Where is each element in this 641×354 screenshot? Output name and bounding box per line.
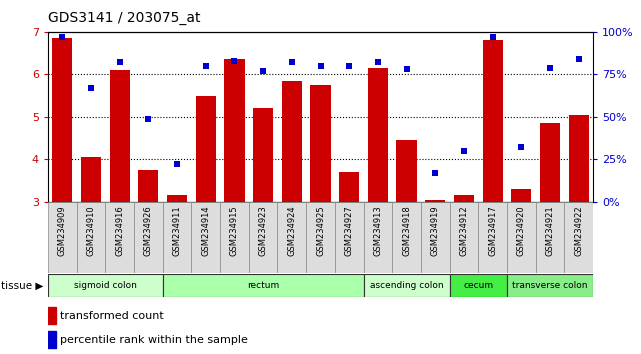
Bar bbox=[564, 202, 593, 273]
Bar bbox=[363, 274, 449, 297]
Bar bbox=[512, 189, 531, 202]
Text: GSM234927: GSM234927 bbox=[345, 205, 354, 256]
Bar bbox=[421, 202, 449, 273]
Point bbox=[545, 65, 555, 70]
Bar bbox=[507, 274, 593, 297]
Point bbox=[201, 63, 211, 69]
Point bbox=[574, 56, 584, 62]
Bar bbox=[196, 96, 216, 202]
Bar bbox=[224, 59, 244, 202]
Text: GSM234910: GSM234910 bbox=[87, 205, 96, 256]
Point bbox=[172, 161, 182, 167]
Bar bbox=[48, 331, 56, 348]
Text: GSM234912: GSM234912 bbox=[460, 205, 469, 256]
Bar bbox=[110, 70, 129, 202]
Bar bbox=[425, 200, 445, 202]
Bar bbox=[192, 202, 220, 273]
Text: transformed count: transformed count bbox=[60, 311, 163, 321]
Text: GSM234923: GSM234923 bbox=[259, 205, 268, 256]
Text: GSM234926: GSM234926 bbox=[144, 205, 153, 256]
Point bbox=[487, 34, 497, 40]
Bar bbox=[536, 202, 564, 273]
Text: GSM234918: GSM234918 bbox=[402, 205, 411, 256]
Bar bbox=[339, 172, 359, 202]
Bar bbox=[540, 123, 560, 202]
Point bbox=[401, 67, 412, 72]
Bar bbox=[134, 202, 163, 273]
Bar bbox=[53, 38, 72, 202]
Bar bbox=[449, 202, 478, 273]
Point bbox=[86, 85, 96, 91]
Bar bbox=[507, 202, 536, 273]
Bar bbox=[278, 202, 306, 273]
Text: GSM234921: GSM234921 bbox=[545, 205, 554, 256]
Text: rectum: rectum bbox=[247, 281, 279, 290]
Text: GSM234920: GSM234920 bbox=[517, 205, 526, 256]
Text: percentile rank within the sample: percentile rank within the sample bbox=[60, 335, 247, 345]
Bar bbox=[138, 170, 158, 202]
Point bbox=[315, 63, 326, 69]
Bar bbox=[105, 202, 134, 273]
Bar bbox=[310, 85, 331, 202]
Text: ascending colon: ascending colon bbox=[370, 281, 444, 290]
Bar bbox=[483, 40, 503, 202]
Text: GSM234911: GSM234911 bbox=[172, 205, 181, 256]
Bar bbox=[478, 202, 507, 273]
Text: GSM234914: GSM234914 bbox=[201, 205, 210, 256]
Bar bbox=[282, 81, 302, 202]
Bar bbox=[48, 307, 56, 324]
Bar bbox=[77, 202, 105, 273]
Bar bbox=[335, 202, 363, 273]
Text: GSM234909: GSM234909 bbox=[58, 205, 67, 256]
Bar bbox=[81, 157, 101, 202]
Bar bbox=[249, 202, 278, 273]
Text: GSM234925: GSM234925 bbox=[316, 205, 325, 256]
Point bbox=[115, 59, 125, 65]
Text: sigmoid colon: sigmoid colon bbox=[74, 281, 137, 290]
Bar bbox=[48, 274, 163, 297]
Bar bbox=[163, 274, 363, 297]
Point bbox=[258, 68, 269, 74]
Bar bbox=[220, 202, 249, 273]
Point bbox=[344, 63, 354, 69]
Bar bbox=[163, 202, 192, 273]
Point bbox=[372, 59, 383, 65]
Bar bbox=[368, 68, 388, 202]
Bar bbox=[392, 202, 421, 273]
Text: GDS3141 / 203075_at: GDS3141 / 203075_at bbox=[48, 11, 201, 25]
Text: cecum: cecum bbox=[463, 281, 494, 290]
Text: tissue ▶: tissue ▶ bbox=[1, 281, 44, 291]
Bar bbox=[569, 115, 588, 202]
Bar bbox=[167, 195, 187, 202]
Point bbox=[459, 148, 469, 154]
Text: GSM234917: GSM234917 bbox=[488, 205, 497, 256]
Bar bbox=[363, 202, 392, 273]
Bar bbox=[449, 274, 507, 297]
Bar bbox=[397, 140, 417, 202]
Point bbox=[144, 116, 154, 121]
Text: GSM234916: GSM234916 bbox=[115, 205, 124, 256]
Bar bbox=[48, 202, 77, 273]
Point bbox=[430, 170, 440, 176]
Point bbox=[287, 59, 297, 65]
Text: GSM234924: GSM234924 bbox=[287, 205, 296, 256]
Bar bbox=[306, 202, 335, 273]
Point bbox=[229, 58, 240, 64]
Text: GSM234913: GSM234913 bbox=[373, 205, 382, 256]
Point bbox=[57, 34, 67, 40]
Text: transverse colon: transverse colon bbox=[512, 281, 588, 290]
Text: GSM234922: GSM234922 bbox=[574, 205, 583, 256]
Point bbox=[516, 144, 526, 150]
Text: GSM234919: GSM234919 bbox=[431, 205, 440, 256]
Bar bbox=[253, 108, 273, 202]
Text: GSM234915: GSM234915 bbox=[230, 205, 239, 256]
Bar bbox=[454, 195, 474, 202]
